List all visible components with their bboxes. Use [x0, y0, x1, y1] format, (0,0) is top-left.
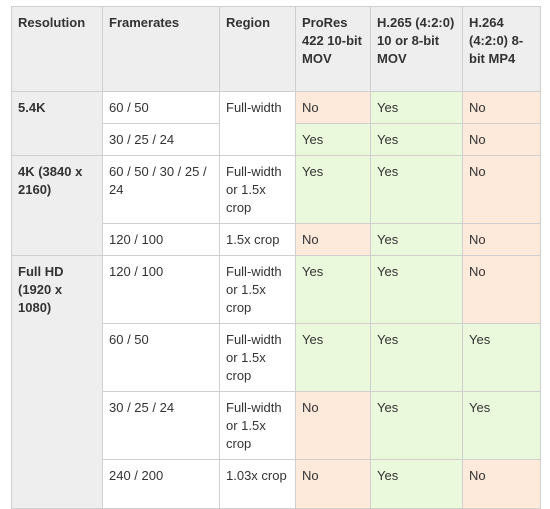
table-row: 240 / 200 1.03x crop No Yes No — [12, 459, 541, 509]
prores-cell: No — [295, 223, 371, 256]
framerates-cell: 30 / 25 / 24 — [102, 391, 220, 460]
h264-cell: Yes — [462, 323, 541, 392]
h264-cell: No — [462, 459, 541, 509]
framerates-cell: 120 / 100 — [102, 255, 220, 324]
h264-cell: Yes — [462, 391, 541, 460]
video-format-table: Resolution Framerates Region ProRes 422 … — [11, 6, 541, 509]
header-prores: ProRes 422 10-bit MOV — [295, 6, 371, 92]
prores-cell: No — [295, 91, 371, 124]
framerates-cell: 60 / 50 / 30 / 25 / 24 — [102, 155, 220, 224]
h265-cell: Yes — [370, 459, 463, 509]
table-row: 120 / 100 1.5x crop No Yes No — [12, 223, 541, 256]
h265-cell: Yes — [370, 123, 463, 156]
h264-cell: No — [462, 123, 541, 156]
table-row: 60 / 50 Full-width or 1.5x crop Yes Yes … — [12, 323, 541, 392]
framerates-cell: 60 / 50 — [102, 323, 220, 392]
h265-cell: Yes — [370, 155, 463, 224]
framerates-cell: 30 / 25 / 24 — [102, 123, 220, 156]
resolution-cell: 5.4K — [11, 91, 103, 156]
table-row: 30 / 25 / 24 Full-width or 1.5x crop No … — [12, 391, 541, 460]
h264-cell: No — [462, 91, 541, 124]
header-row: Resolution Framerates Region ProRes 422 … — [11, 6, 541, 92]
h265-cell: Yes — [370, 91, 463, 124]
region-cell: Full-width or 1.5x crop — [219, 391, 296, 460]
framerates-cell: 60 / 50 — [102, 91, 220, 124]
region-cell: Full-width or 1.5x crop — [219, 155, 296, 224]
header-h264: H.264 (4:2:0) 8-bit MP4 — [462, 6, 541, 92]
table-row: 4K (3840 x 2160) 60 / 50 / 30 / 25 / 24 … — [11, 155, 541, 256]
h264-cell: No — [462, 223, 541, 256]
region-cell: Full-width — [219, 91, 296, 156]
region-cell: 1.5x crop — [219, 223, 296, 256]
h265-cell: Yes — [370, 223, 463, 256]
h264-cell: No — [462, 255, 541, 324]
prores-cell: Yes — [295, 155, 371, 224]
framerates-cell: 240 / 200 — [102, 459, 220, 509]
table-row: 30 / 25 / 24 Yes Yes No — [12, 123, 541, 156]
table-row: 5.4K 60 / 50 Full-width No Yes No — [11, 91, 541, 156]
h264-cell: No — [462, 155, 541, 224]
framerates-cell: 120 / 100 — [102, 223, 220, 256]
region-cell: Full-width or 1.5x crop — [219, 323, 296, 392]
h265-cell: Yes — [370, 391, 463, 460]
region-cell: Full-width or 1.5x crop — [219, 255, 296, 324]
header-framerates: Framerates — [102, 6, 220, 92]
region-cell: 1.03x crop — [219, 459, 296, 509]
header-region: Region — [219, 6, 296, 92]
h265-cell: Yes — [370, 323, 463, 392]
header-h265: H.265 (4:2:0) 10 or 8-bit MOV — [370, 6, 463, 92]
prores-cell: No — [295, 391, 371, 460]
prores-cell: Yes — [295, 255, 371, 324]
h265-cell: Yes — [370, 255, 463, 324]
resolution-cell: 4K (3840 x 2160) — [11, 155, 103, 256]
resolution-cell: Full HD (1920 x 1080) — [11, 255, 103, 509]
prores-cell: Yes — [295, 123, 371, 156]
prores-cell: Yes — [295, 323, 371, 392]
header-resolution: Resolution — [11, 6, 103, 92]
table-row: Full HD (1920 x 1080) 120 / 100 Full-wid… — [11, 255, 541, 509]
prores-cell: No — [295, 459, 371, 509]
